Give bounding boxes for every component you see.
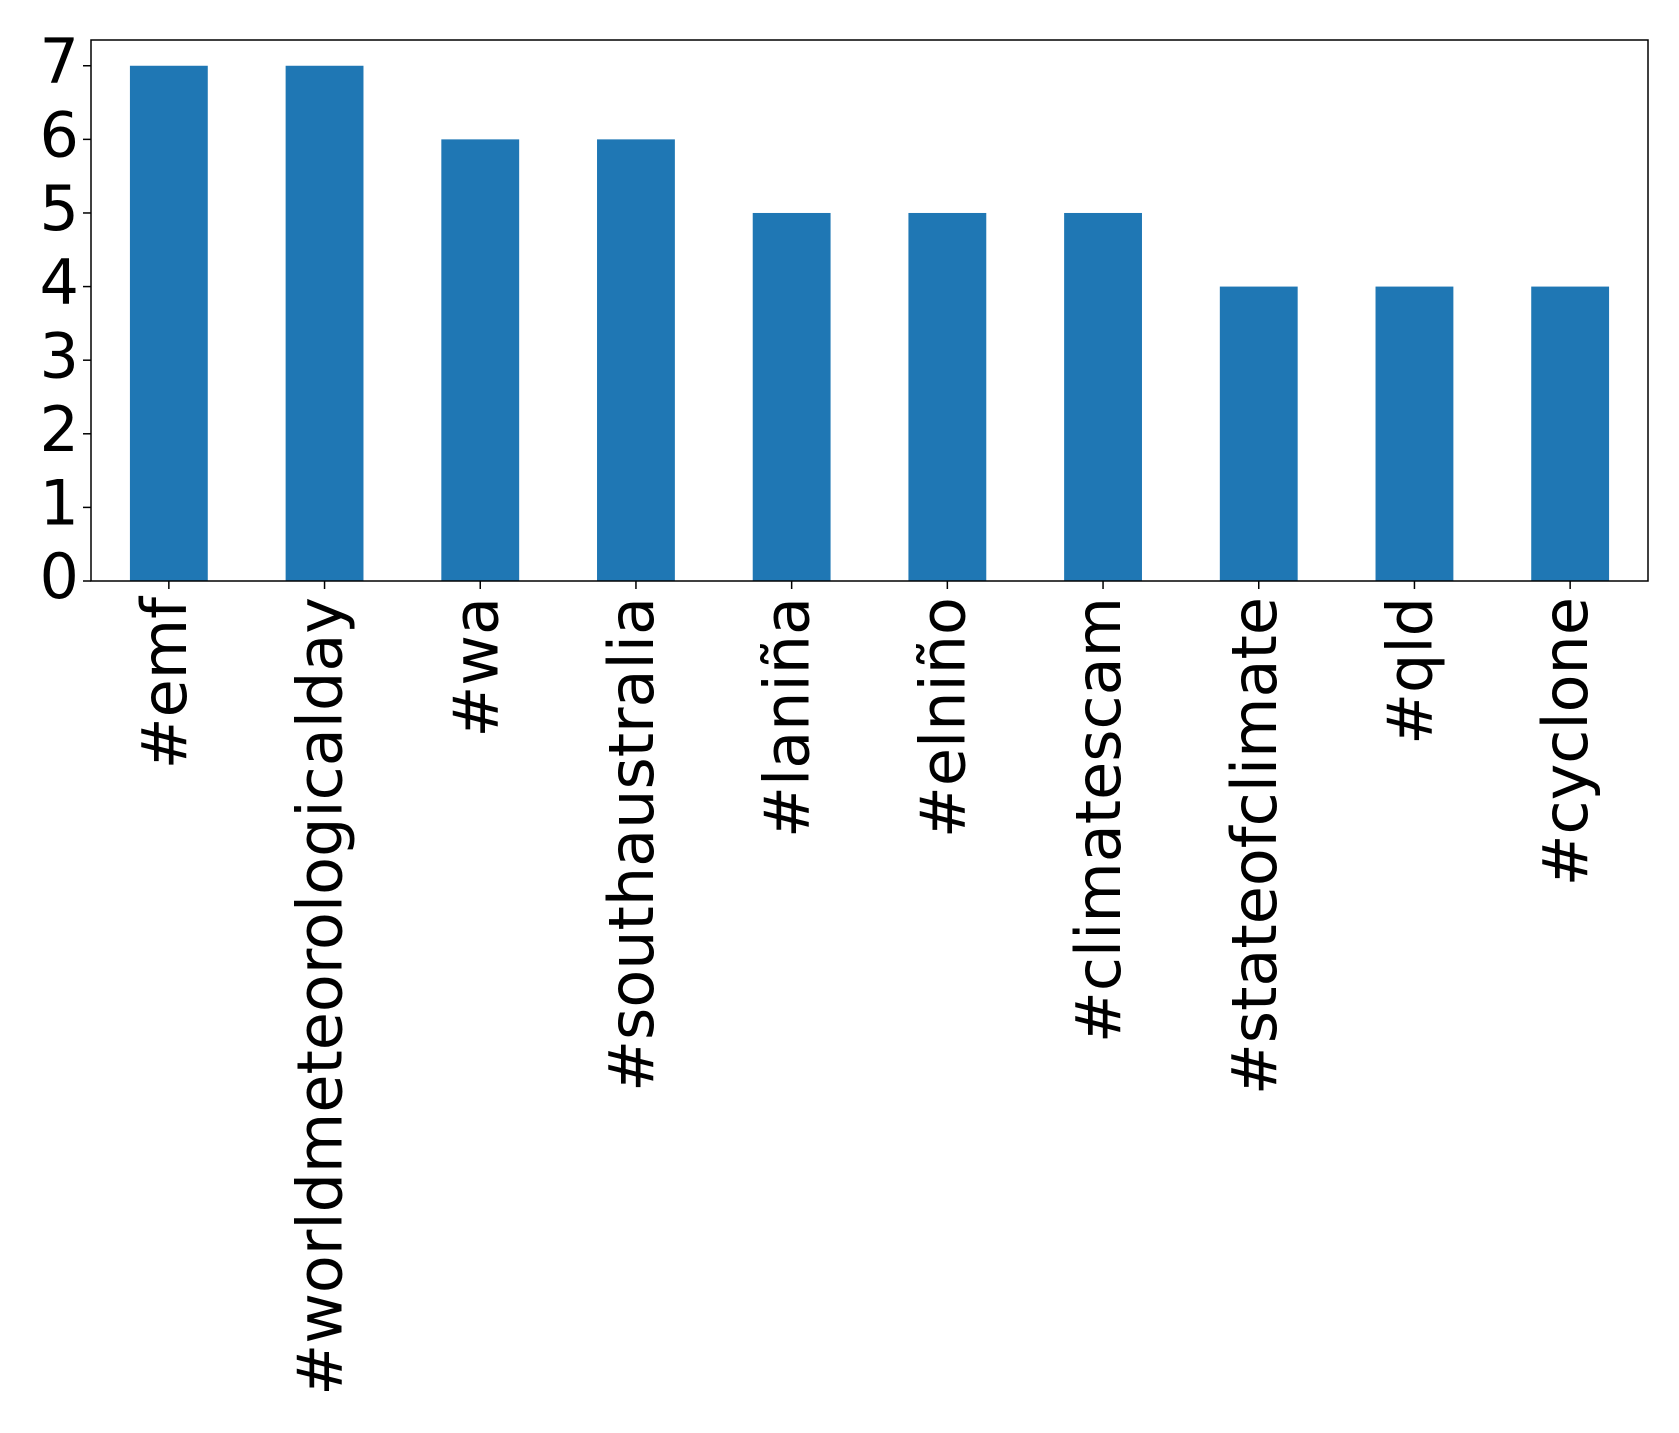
bar: [129, 65, 208, 581]
plot-frame: [90, 39, 1649, 582]
bar: [1219, 286, 1298, 581]
y-tick-label: 2: [40, 393, 79, 466]
bar: [441, 139, 520, 581]
x-tick-label: #stateofclimate: [1218, 597, 1291, 1095]
y-tick-label: 5: [40, 172, 79, 245]
bar: [597, 139, 675, 581]
x-tick-label: #qld: [1374, 597, 1447, 745]
y-tick-label: 6: [40, 98, 79, 171]
y-tick-label: 3: [40, 319, 79, 392]
x-tick-label: #wa: [439, 597, 512, 738]
x-tick-label: #laniña: [751, 597, 824, 838]
x-tick-label: #elniño: [906, 597, 979, 838]
bar: [752, 212, 831, 582]
bar: [1064, 212, 1142, 582]
bar: [908, 212, 987, 582]
y-tick-label: 0: [40, 540, 79, 613]
y-tick-label: 4: [40, 246, 79, 319]
x-tick-label: #cyclone: [1529, 597, 1602, 886]
x-tick-label: #southaustralia: [595, 597, 668, 1092]
bar: [1375, 286, 1454, 581]
bar: [1531, 286, 1610, 581]
x-tick-label: #emf: [128, 595, 201, 769]
x-tick-label: #climatescam: [1062, 597, 1135, 1043]
y-tick-label: 1: [40, 466, 79, 539]
y-tick-label: 7: [40, 25, 79, 98]
bar: [285, 65, 364, 581]
x-tick-label: #worldmeteorologicalday: [284, 597, 357, 1396]
